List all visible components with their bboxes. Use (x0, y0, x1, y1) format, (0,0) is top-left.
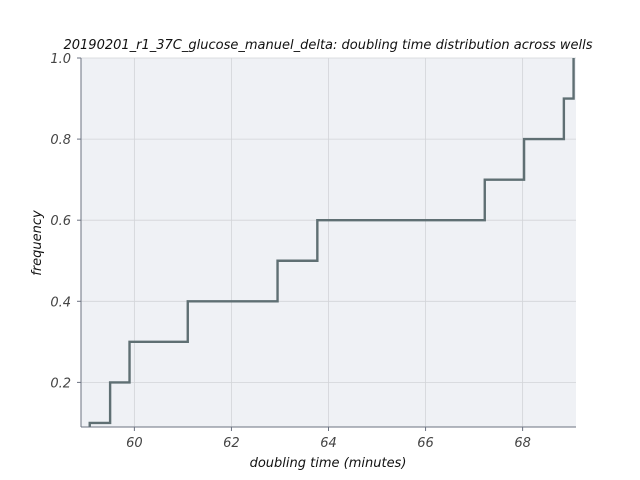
y-tick-label: 0.2 (50, 376, 71, 391)
chart-title: 20190201_r1_37C_glucose_manuel_delta: do… (63, 38, 592, 53)
x-tick-label: 62 (223, 436, 240, 451)
x-tick-label: 66 (417, 436, 434, 451)
x-axis-label: doubling time (minutes) (250, 456, 407, 471)
y-tick-label: 1.0 (50, 52, 71, 67)
axes: 60 62 64 66 68 0.2 0.4 0.6 0.8 1.0 (50, 52, 576, 451)
data-layer (88, 58, 575, 427)
grid (81, 57, 576, 427)
x-tick-label: 60 (126, 436, 143, 451)
x-tick-label: 68 (514, 436, 531, 451)
y-tick-label: 0.4 (50, 295, 71, 310)
y-axis-label: frequency (30, 210, 45, 276)
y-tick-label: 0.6 (50, 214, 71, 229)
y-tick-label: 0.8 (50, 133, 71, 148)
x-tick-label: 64 (320, 436, 337, 451)
ecdf-step-line (88, 58, 575, 427)
